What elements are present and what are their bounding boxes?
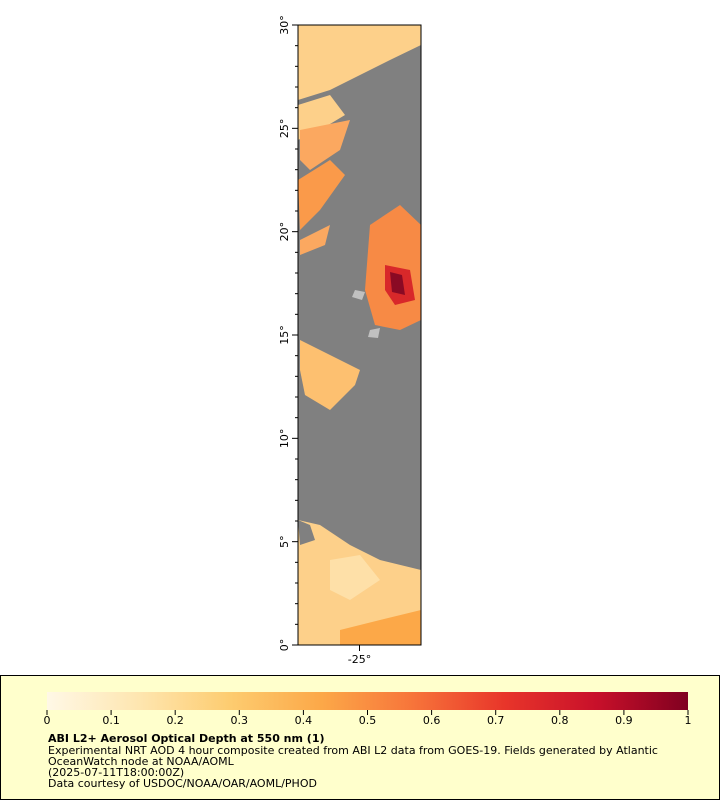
colorbar-title: ABI L2+ Aerosol Optical Depth at 550 nm … xyxy=(48,732,325,745)
colorbar-tick-label: 0.8 xyxy=(551,714,569,727)
y-tick-label: 25° xyxy=(278,119,291,139)
colorbar-tick-label: 0.9 xyxy=(615,714,633,727)
colorbar-tick-label: 0 xyxy=(44,714,51,727)
note: OceanWatch node at NOAA/AOML xyxy=(48,755,235,768)
colorbar-tick-label: 0.6 xyxy=(423,714,441,727)
colorbar-tick-label: 0.3 xyxy=(231,714,249,727)
y-tick-label: 15° xyxy=(278,325,291,345)
colorbar-tick-label: 0.4 xyxy=(295,714,313,727)
aerosol-field xyxy=(298,25,421,645)
colorbar-tick-label: 0.5 xyxy=(359,714,377,727)
note: Experimental NRT AOD 4 hour composite cr… xyxy=(48,744,658,757)
colorbar-tick-label: 0.7 xyxy=(487,714,505,727)
note: (2025-07-11T18:00:00Z) xyxy=(48,766,184,779)
colorbar-tick-label: 1 xyxy=(685,714,692,727)
colorbar xyxy=(47,692,688,710)
colorbar-tick-label: 0.1 xyxy=(102,714,120,727)
y-tick-label: 30° xyxy=(278,15,291,35)
y-tick-label: 5° xyxy=(278,535,291,548)
map xyxy=(297,24,422,646)
y-tick-label: 0° xyxy=(278,639,291,652)
y-tick-label: 10° xyxy=(278,429,291,449)
x-tick-label: -25° xyxy=(348,653,371,666)
note: Data courtesy of USDOC/NOAA/OAR/AOML/PHO… xyxy=(48,777,317,790)
y-tick-label: 20° xyxy=(278,222,291,242)
colorbar-tick-label: 0.2 xyxy=(166,714,184,727)
